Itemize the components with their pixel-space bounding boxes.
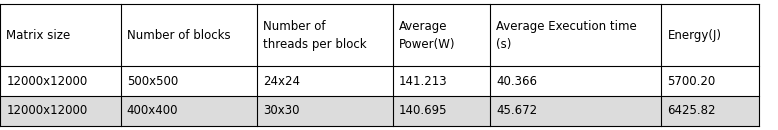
Text: 500x500: 500x500 [127,74,178,87]
Text: 5700.20: 5700.20 [668,74,716,87]
Text: Energy(J): Energy(J) [668,28,721,41]
Text: 141.213: 141.213 [399,74,448,87]
Text: Number of blocks: Number of blocks [127,28,230,41]
Text: 24x24: 24x24 [263,74,300,87]
Text: 400x400: 400x400 [127,105,178,118]
Text: Average Execution time
(s): Average Execution time (s) [496,20,637,50]
Text: 12000x12000: 12000x12000 [6,105,87,118]
Text: 40.366: 40.366 [496,74,538,87]
Text: 30x30: 30x30 [263,105,300,118]
Bar [0,96,759,126]
Text: Matrix size: Matrix size [6,28,71,41]
Text: 6425.82: 6425.82 [668,105,716,118]
Text: Average
Power(W): Average Power(W) [399,20,456,50]
Text: 45.672: 45.672 [496,105,538,118]
Bar [0,66,759,96]
Text: 140.695: 140.695 [399,105,447,118]
Text: Number of
threads per block: Number of threads per block [263,20,366,50]
Text: 12000x12000: 12000x12000 [6,74,87,87]
